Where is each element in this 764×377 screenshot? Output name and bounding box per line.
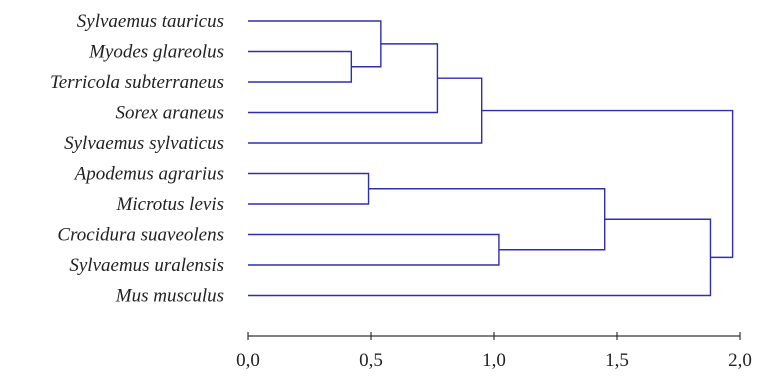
branch-link bbox=[248, 233, 500, 266]
branch-link bbox=[368, 188, 606, 251]
leaf-label: Sylvaemus sylvaticus bbox=[64, 133, 224, 154]
x-tick-label: 0,5 bbox=[359, 350, 383, 371]
branch-link bbox=[248, 172, 370, 205]
leaf-labels: Sylvaemus tauricus Myodes glareolus Terric… bbox=[50, 11, 224, 307]
x-axis: 0,0 0,5 1,0 1,5 2,0 bbox=[236, 332, 752, 371]
branch-link bbox=[481, 109, 734, 259]
leaf-label: Terricola subterraneus bbox=[50, 72, 224, 93]
branch-link bbox=[248, 218, 712, 297]
x-tick-label: 1,5 bbox=[605, 350, 629, 371]
leaf-label: Apodemus agrarius bbox=[73, 164, 224, 185]
branch-link bbox=[248, 20, 382, 68]
branch-link bbox=[248, 43, 439, 114]
leaf-label: Myodes glareolus bbox=[88, 42, 224, 63]
leaf-label: Microtus levis bbox=[116, 194, 224, 215]
leaf-label: Sorex araneus bbox=[115, 103, 224, 124]
leaf-label: Sylvaemus uralensis bbox=[69, 255, 224, 276]
leaf-label: Crocidura suaveolens bbox=[57, 225, 224, 246]
x-tick-label: 1,0 bbox=[482, 350, 506, 371]
branches bbox=[248, 20, 734, 297]
branch-link bbox=[248, 77, 483, 144]
leaf-label: Mus musculus bbox=[115, 286, 224, 307]
x-tick-label: 2,0 bbox=[728, 350, 752, 371]
x-tick-label: 0,0 bbox=[236, 350, 260, 371]
leaf-label: Sylvaemus tauricus bbox=[77, 11, 224, 32]
branch-link bbox=[248, 50, 353, 83]
